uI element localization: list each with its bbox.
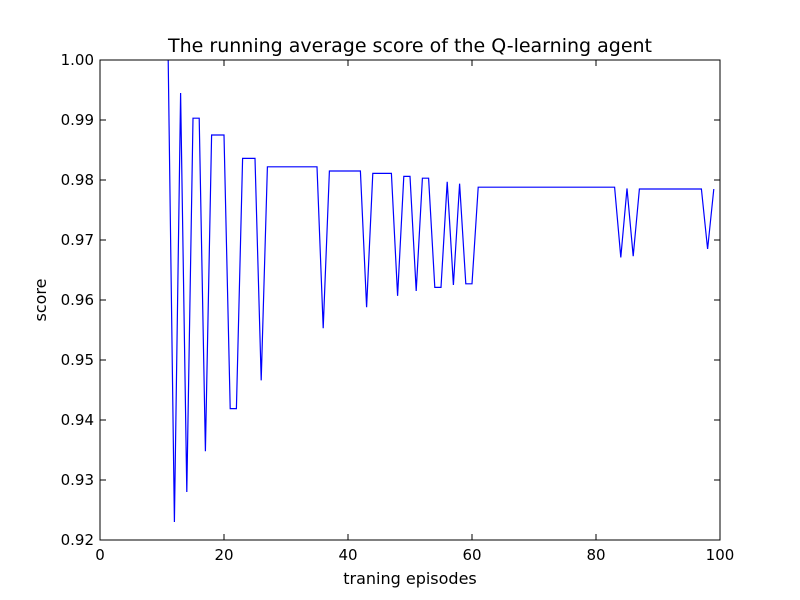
x-tick-label: 80 <box>586 546 605 564</box>
x-tick-label: 60 <box>462 546 481 564</box>
y-tick-label: 0.97 <box>61 231 94 249</box>
y-tick-label: 0.95 <box>61 351 94 369</box>
y-tick-label: 0.96 <box>61 291 94 309</box>
x-tick-label: 40 <box>338 546 357 564</box>
y-tick-label: 0.94 <box>61 411 94 429</box>
y-axis: 0.92 0.93 0.94 0.95 0.96 0.97 0.98 0.99 1.00 <box>61 51 720 549</box>
chart-title: The running average score of the Q-learn… <box>167 35 652 57</box>
y-tick-label: 0.93 <box>61 471 94 489</box>
y-axis-title: score <box>31 279 50 322</box>
series-line-1 <box>167 59 715 523</box>
x-tick-label: 0 <box>95 546 105 564</box>
y-tick-label: 0.92 <box>61 531 94 549</box>
y-tick-label: 0.99 <box>61 111 94 129</box>
x-axis-title: traning episodes <box>343 569 477 588</box>
x-axis: 0 20 40 60 80 100 <box>95 60 734 564</box>
y-tick-label: 1.00 <box>61 51 94 69</box>
x-tick-label: 100 <box>706 546 735 564</box>
y-tick-label: 0.98 <box>61 171 94 189</box>
x-tick-label: 20 <box>214 546 233 564</box>
